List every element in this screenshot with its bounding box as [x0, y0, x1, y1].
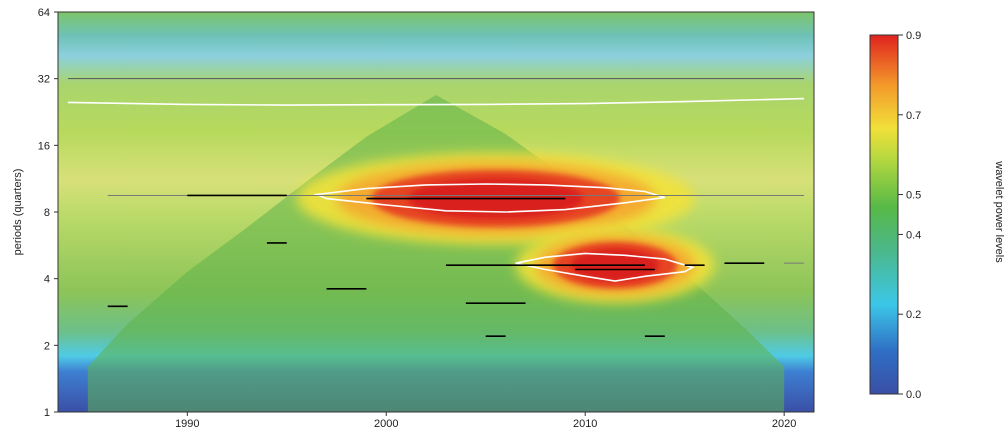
colorbar-tick-label-3: 0.5 [906, 190, 921, 202]
significance-contour-1 [515, 252, 695, 282]
colorbar-tick-label-4: 0.7 [906, 110, 921, 122]
y-tick-label-4: 4 [44, 274, 50, 286]
y-tick-label-1: 1 [44, 407, 50, 419]
significance-contours [67, 97, 805, 282]
y-tick-label-16: 16 [38, 140, 50, 152]
y-tick-label-64: 64 [38, 7, 50, 19]
colorbar-fill [870, 35, 898, 394]
significance-contour-0 [313, 183, 666, 213]
x-tick-label-2000: 2000 [374, 418, 398, 430]
x-tick-label-2020: 2020 [772, 418, 796, 430]
y-axis-label: periods (quarters) [12, 169, 24, 256]
y-tick-label-32: 32 [38, 74, 50, 86]
colorbar-tick-label-2: 0.4 [906, 229, 921, 241]
colorbar-tick-label-1: 0.2 [906, 309, 921, 321]
x-axis: 1990 2000 2010 2020 [175, 412, 796, 430]
colorbar-tick-label-5: 0.9 [906, 30, 921, 42]
x-tick-label-1990: 1990 [175, 418, 199, 430]
y-axis: 1 2 4 8 16 32 64 [38, 7, 58, 419]
significance-contour-2 [67, 97, 805, 106]
colorbar-ticks: 0.0 0.2 0.4 0.5 0.7 0.9 [898, 30, 921, 401]
y-tick-label-8: 8 [44, 207, 50, 219]
cone-of-influence-region [87, 95, 785, 412]
x-tick-label-2010: 2010 [573, 418, 597, 430]
heatmap-area [58, 12, 814, 412]
colorbar-frame [869, 34, 899, 395]
power-ridge-lines [67, 78, 805, 337]
colorbar: 0.0 0.2 0.4 0.5 0.7 0.9 [869, 30, 921, 401]
y-tick-label-2: 2 [44, 340, 50, 352]
colorbar-tick-label-0: 0.0 [906, 389, 921, 401]
colorbar-label: wavelet power levels [993, 160, 1005, 263]
